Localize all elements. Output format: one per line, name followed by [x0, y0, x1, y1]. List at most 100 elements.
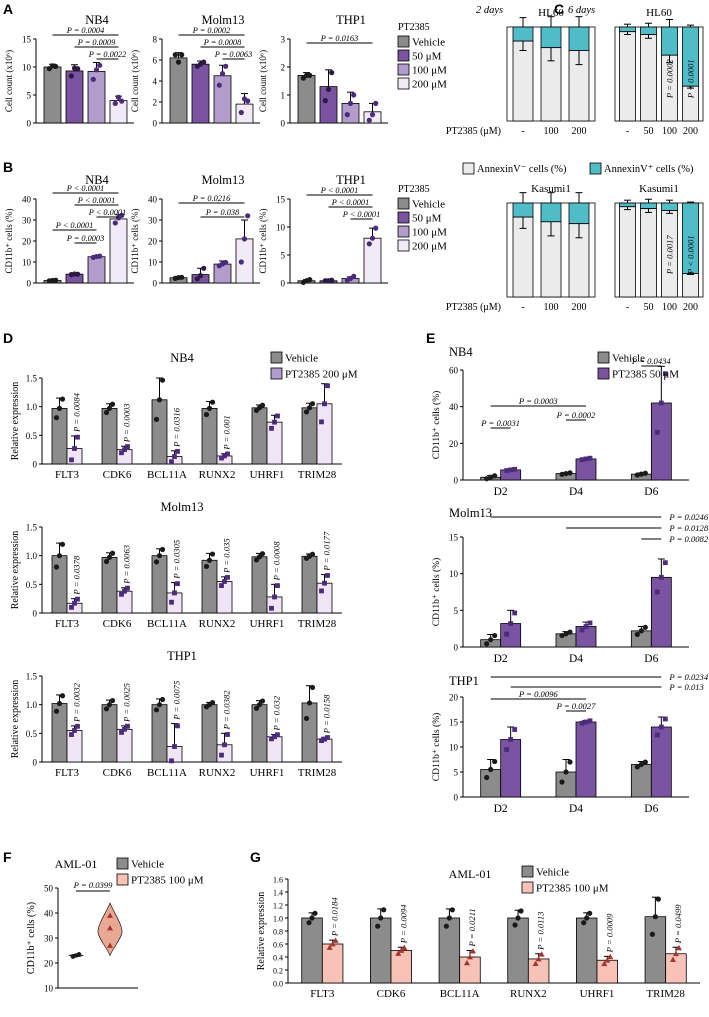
d-thp1-vehicle-bar [101, 704, 118, 763]
a-nb4-data-point [112, 100, 118, 106]
c-hl60-6d-xtick-label: 50 [644, 126, 654, 137]
c-kasumi1-6d-annexin-pos-bar [619, 202, 636, 208]
d-thp1-data-point [119, 730, 124, 735]
d-nb4-data-point [156, 397, 163, 403]
e-thp1-data-point [567, 759, 573, 765]
a-molm13-sig-label: P = 0.0002 [192, 26, 230, 35]
g-aml01-data-point [378, 915, 384, 921]
d-molm13-data-point [209, 551, 216, 557]
g-aml01-data-point [449, 907, 455, 913]
b-molm13-data-point [194, 276, 200, 282]
e-molm13-data-point [654, 589, 660, 595]
c-kasumi1-6d-xtick-label: 200 [683, 302, 698, 313]
e-nb4-data-point [484, 476, 490, 482]
b-molm13-sig-label: P = 0.0216 [192, 194, 231, 203]
d-molm13-xtick-label: CDK6 [103, 618, 132, 630]
d-molm13-ytick-label: 1.5 [26, 523, 38, 533]
c-kasumi1-6d-xtick-label: - [626, 302, 629, 313]
d-nb4-data-point [222, 453, 227, 459]
d-molm13-data-point [59, 541, 66, 547]
c-hl60-2d-annexin-pos-bar [512, 26, 534, 42]
d-nb4-data-point [119, 450, 124, 456]
e-nb4-ytick-label: 40 [449, 402, 459, 412]
d-nb4-treated-bar [316, 403, 333, 465]
g-aml01-data-point [312, 910, 318, 916]
legend-a-item: Vehicle [412, 37, 445, 49]
e-thp1-vehicle-bar [555, 771, 577, 798]
a-molm13-data-point [245, 98, 251, 104]
g-aml01-data-point [326, 944, 333, 950]
f-aml01-ytick-label: 10 [44, 984, 54, 994]
e-nb4-data-point [508, 467, 514, 473]
d-molm13-data-point [269, 605, 274, 611]
f-aml01-title: AML-01 [55, 857, 98, 871]
a-nb4-ytick-label: 10 [22, 63, 32, 73]
b-nb4-sig-label: P < 0.0001 [77, 196, 115, 205]
g-aml01-treated-bar [665, 953, 687, 984]
e-molm13-data-point [484, 641, 490, 647]
e-molm13-title: Molm13 [449, 506, 492, 520]
d-molm13-vehicle-bar [301, 555, 318, 614]
g-aml01-sig-label: P = 0.0094 [398, 904, 408, 945]
d-thp1-sig-label: P = 0.0032 [72, 682, 82, 723]
c-kasumi1-6d-xtick-label: 100 [662, 302, 677, 313]
c-hl60-6d-annexin-neg-bar [640, 34, 657, 122]
g-aml01-treated-bar [459, 956, 481, 984]
d-molm13-title: Molm13 [160, 500, 203, 514]
e-thp1-vehicle-bar [630, 764, 652, 798]
e-molm13-ytick-label: 0 [454, 643, 459, 653]
e-thp1-sig-label: P = 0.0027 [556, 701, 597, 711]
a-thp1-sig-label: P = 0.0163 [320, 34, 358, 43]
e-thp1-data-point [579, 720, 585, 726]
d-nb4-data-point [59, 396, 66, 402]
c-hl60-2d-annexin-pos-bar [568, 26, 590, 51]
d-nb4-data-point [303, 409, 310, 415]
g-aml01-data-point [395, 950, 402, 956]
g-aml01-data-point [669, 956, 676, 962]
c-hl60-6d-xtick-label: - [626, 126, 629, 137]
c-kasumi1-6d-frame [614, 202, 704, 298]
g-aml01-xtick-label: UHRF1 [580, 988, 615, 1000]
d-thp1-data-point [156, 702, 163, 708]
e-nb4-sig-label: P = 0.0002 [556, 410, 597, 420]
d-nb4-data-point [109, 401, 116, 407]
d-nb4-data-point [122, 447, 127, 453]
d-nb4-vehicle-bar [151, 399, 168, 465]
d-thp1-ytick-label: 0.5 [26, 729, 38, 739]
e-nb4-data-point [492, 473, 498, 479]
panel-label-c: C [554, 1, 564, 17]
f-aml01-ytick-label: 50 [44, 884, 54, 894]
d-thp1-data-point [275, 732, 280, 738]
e-nb4-treated-bar [575, 458, 597, 481]
d-nb4-data-point [272, 419, 277, 425]
d-molm13-data-point [53, 564, 60, 570]
e-molm13-data-point [508, 621, 514, 626]
d-molm13-ylabel: Relative expression [10, 531, 21, 610]
a-thp1-ylabel: Cell count (x10⁶) [258, 50, 268, 112]
e-thp1-data-point [654, 732, 660, 738]
b-nb4-data-point [75, 271, 81, 277]
d-thp1-ytick-label: 1.5 [26, 672, 38, 682]
a-nb4-data-point [119, 98, 125, 104]
g-aml01-vehicle-bar [438, 917, 461, 984]
d-thp1-data-point [59, 693, 66, 699]
d-nb4-ytick-label: 1.5 [26, 374, 38, 384]
d-thp1-ytick-label: 1.0 [26, 700, 38, 710]
a-thp1-data-point [322, 98, 328, 104]
c-kasumi1-6d-annexin-pos-bar [661, 202, 678, 211]
d-thp1-data-point [153, 707, 160, 713]
e-thp1-sig-label: P = 0.0234 [668, 672, 709, 682]
g-aml01-data-point [469, 948, 476, 954]
d-molm13-sig-label: P = 0.0063 [122, 545, 132, 585]
e-nb4-data-point [587, 455, 593, 461]
c-kasumi1-2d-xlabel: PT2385 (μM) [446, 302, 501, 313]
g-aml01-xtick-label: FLT3 [310, 988, 335, 1000]
c-kasumi1-6d-title: Kasumi1 [639, 183, 679, 195]
g-aml01-data-point [518, 908, 524, 914]
d-molm13-data-point [125, 585, 130, 591]
b-nb4-sig-label: P = 0.0003 [66, 234, 104, 243]
d-molm13-data-point [153, 559, 160, 565]
e-thp1-data-point [508, 737, 514, 742]
